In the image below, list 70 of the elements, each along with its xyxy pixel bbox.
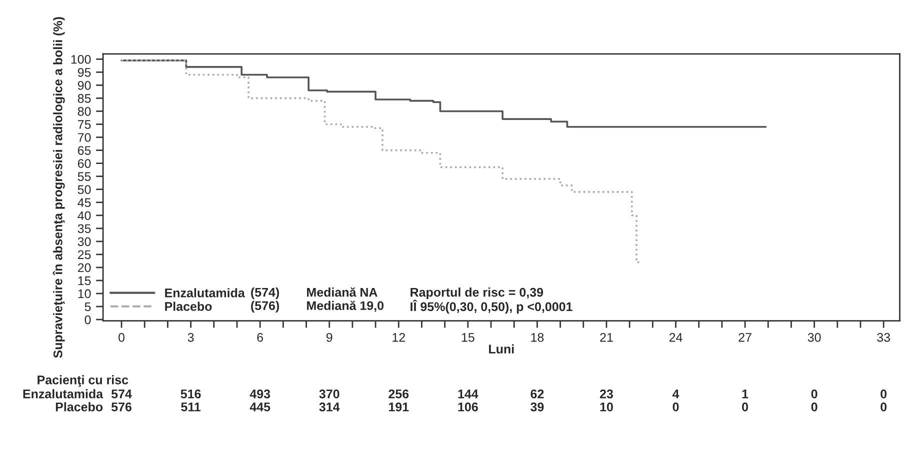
text: Enzalutamida	[23, 389, 104, 398]
x-tick-label: 30	[808, 332, 821, 342]
text: Pacienţi cu risc	[38, 375, 128, 387]
text: 576	[111, 402, 132, 412]
y-tick-label: 85	[78, 94, 91, 103]
text: 39	[530, 402, 544, 412]
x-tick-label: 9	[326, 332, 332, 342]
y-tick-label: 80	[78, 107, 91, 116]
x-tick-label: 21	[600, 332, 613, 342]
y-tick-label: 100	[71, 54, 91, 64]
annotation: IÎ 95%(0,30, 0,50), p <0,0001	[410, 300, 572, 314]
annotation: Raportul de risc = 0,39	[410, 288, 544, 300]
text: 493	[250, 390, 270, 398]
y-tick-label: 55	[78, 172, 91, 181]
x-tick-label: 3	[188, 332, 194, 342]
text: 0	[880, 390, 887, 398]
text: 256	[388, 390, 409, 398]
legend-label: Enzalutamida	[165, 288, 245, 298]
text: 0	[880, 402, 887, 412]
text: 191	[388, 402, 409, 412]
x-tick-label: 0	[118, 332, 124, 342]
text: 0	[672, 402, 679, 412]
y-tick-label: 50	[78, 185, 91, 194]
y-tick-label: 40	[78, 211, 91, 220]
y-tick-label: 5	[84, 302, 91, 312]
x-tick-label: 24	[669, 332, 682, 342]
text: 144	[458, 390, 478, 398]
text: 4	[672, 390, 680, 398]
annotation: (576)	[251, 300, 279, 313]
text: 511	[181, 402, 201, 412]
y-tick-label: 45	[78, 198, 91, 208]
annotation: Mediană 19,0	[307, 300, 384, 312]
text: 1	[742, 390, 748, 398]
y-tick-label: 60	[78, 159, 91, 168]
text: 516	[180, 390, 201, 398]
text: 314	[319, 402, 340, 412]
text: 0	[742, 402, 748, 412]
x-tick-label: 33	[877, 332, 890, 342]
x-tick-label: 6	[257, 332, 263, 342]
text: 23	[600, 390, 613, 398]
y-tick-label: 30	[78, 237, 91, 246]
y-tick-label: 20	[78, 263, 91, 272]
x-tick-label: 15	[462, 333, 474, 342]
y-tick-label: 0	[84, 315, 91, 324]
y-tick-label: 75	[78, 120, 91, 129]
y-tick-label: 65	[78, 146, 91, 155]
y-tick-label: 25	[78, 250, 91, 260]
y-tick-label: 70	[78, 133, 91, 142]
annotation: (574)	[251, 288, 279, 300]
legend-label: Placebo	[165, 302, 212, 311]
x-tick-label: 27	[738, 332, 752, 342]
text: 0	[811, 390, 818, 398]
text: 0	[811, 402, 818, 412]
y-tick-label: 10	[78, 289, 91, 298]
x-axis-title: Luni	[489, 344, 514, 354]
y-tick-label: 95	[78, 68, 91, 77]
text: 106	[458, 402, 478, 412]
text: 574	[111, 390, 132, 398]
text: 370	[319, 390, 340, 398]
text: 445	[250, 402, 270, 412]
x-tick-label: 18	[531, 332, 544, 342]
y-tick-label: 35	[78, 224, 91, 234]
y-axis-title: Supravieţuire în absenţa progresiei radiologice a bolii (%)	[52, 17, 65, 358]
annotation: Mediană NA	[307, 287, 378, 297]
x-tick-label: 12	[392, 332, 405, 342]
y-tick-label: 15	[78, 276, 91, 286]
text: 10	[600, 402, 613, 412]
text: Placebo	[56, 402, 103, 412]
text: 62	[530, 390, 544, 398]
y-tick-label: 90	[78, 80, 91, 90]
